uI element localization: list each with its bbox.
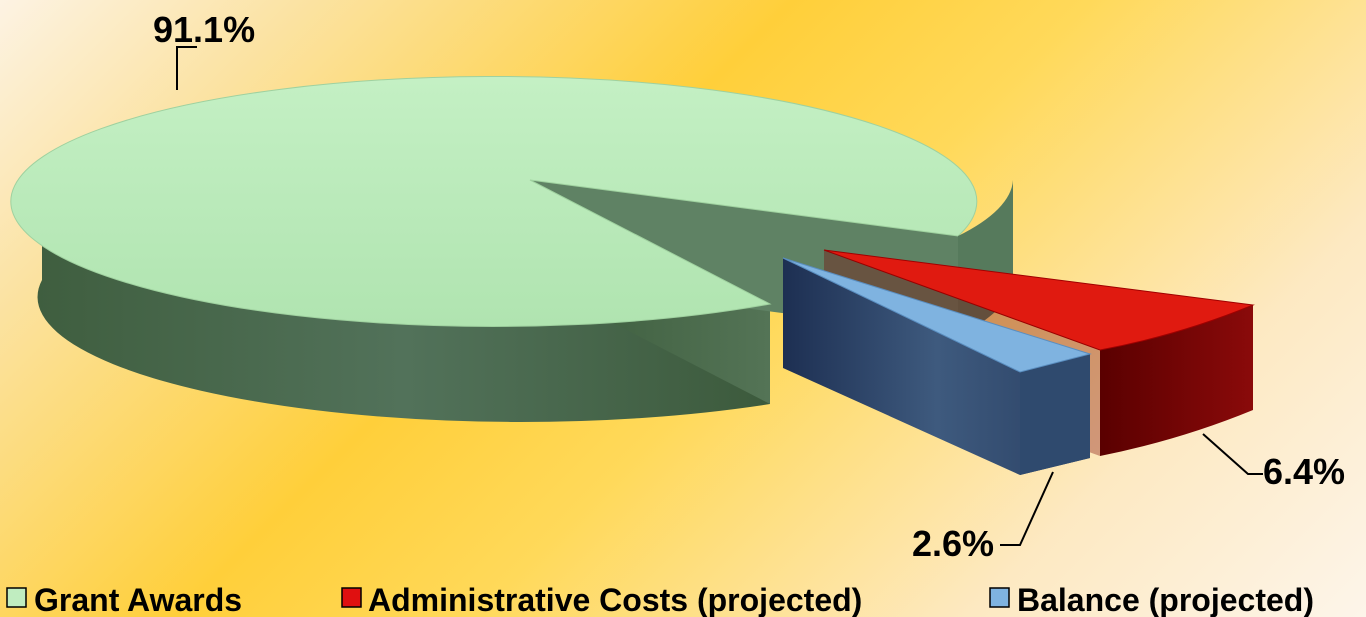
- grant-awards-outer-side: [37, 180, 771, 422]
- admin-costs-outer-side: [1100, 305, 1253, 456]
- balance-top: [782, 257, 1092, 373]
- grant-awards-top: [10, 75, 978, 327]
- legend-swatch-balance: [989, 587, 1010, 608]
- balance-outer-side: [783, 258, 1090, 475]
- legend-label-balance: Balance (projected): [1017, 582, 1314, 617]
- legend-swatch-grant-awards: [6, 587, 27, 608]
- leader-line-grant-awards: [176, 46, 197, 90]
- leader-line-balance: [1000, 471, 1054, 546]
- data-label-admin-costs: 6.4%: [1263, 451, 1345, 492]
- legend-swatch-admin-costs: [341, 587, 362, 608]
- data-label-balance: 2.6%: [912, 523, 994, 564]
- legend-label-grant-awards: Grant Awards: [34, 582, 242, 617]
- balance-end-face: [1020, 354, 1090, 475]
- legend: Grant Awards Administrative Costs (proje…: [6, 582, 1314, 617]
- data-label-grant-awards: 91.1%: [153, 9, 255, 50]
- slice-balance: [782, 257, 1092, 475]
- legend-label-admin-costs: Administrative Costs (projected): [368, 582, 862, 617]
- leader-line-admin-costs: [1202, 433, 1263, 475]
- admin-costs-top: [823, 249, 1255, 351]
